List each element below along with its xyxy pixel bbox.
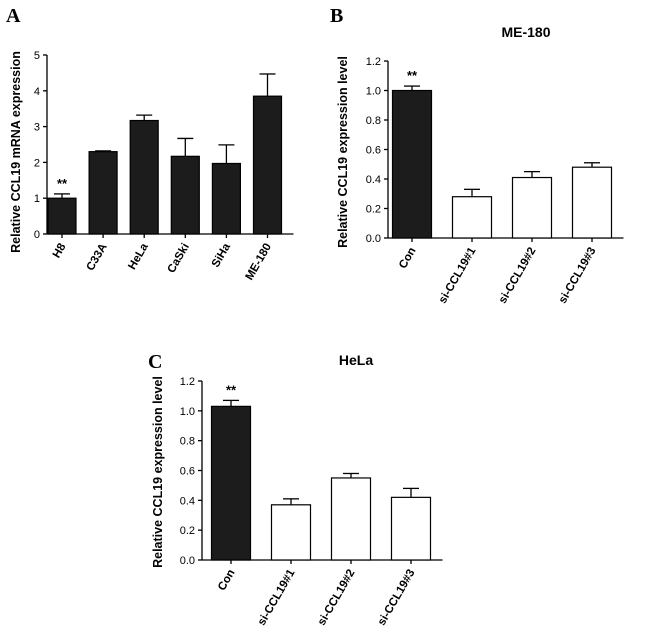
y-tick-label: 0.4 [180,495,195,507]
bar-si-ccl19-1 [451,196,493,239]
y-tick-label: 0.2 [366,204,381,216]
x-tick-label: SiHa [210,241,233,270]
x-tick-label: ME-180 [244,242,275,283]
x-tick-label: si-CCL19#1 [437,245,479,306]
chart-panel-b: ME-180 Relative CCL19 expression level 0.0… [336,24,624,306]
chart-title: HeLa [339,352,373,368]
x-tick-label: C33A [85,242,110,273]
x-tick-label: si-CCL19#3 [376,568,418,628]
y-tick-label: 1.0 [180,406,195,418]
y-tick-label: 0.6 [366,145,381,157]
y-tick-label: 3 [34,122,40,134]
y-axis-label: Relative CCL19 mRNA expression [9,51,23,253]
x-tick-label: H8 [51,241,69,260]
x-tick-label: si-CCL19#1 [256,567,298,628]
bar-si-ccl19-2 [511,176,553,239]
x-tick-label: HeLa [126,241,151,272]
bar-si-ccl19-2 [330,477,372,561]
bar-h8 [47,197,77,235]
y-tick-label: 0.0 [180,555,195,567]
y-tick-label: 1.2 [180,376,195,388]
y-tick-label: 4 [34,86,40,98]
panel-letter-c: C [148,351,162,373]
panel-letter-b: B [330,5,343,27]
bar-me-180 [252,95,283,235]
y-tick-label: 0.0 [366,233,381,245]
x-tick-label: Con [216,568,238,593]
bar-siha [211,162,241,235]
bar-con [391,89,433,239]
chart-panel-a: Relative CCL19 mRNA expression 0 1 2 3 4 5 H8 C3… [9,50,294,282]
y-tick-label: 0.8 [366,115,381,127]
bar-si-ccl19-3 [571,166,613,239]
y-axis-label: Relative CCL19 expression level [151,376,165,568]
y-axis-label: Relative CCL19 expression level [336,56,350,248]
x-tick-label: si-CCL19#2 [497,246,539,306]
significance-marker: ** [57,176,68,191]
significance-marker: ** [226,382,237,397]
bar-si-ccl19-3 [390,496,432,561]
bar-con [210,405,252,561]
panel-letter-a: A [6,5,21,27]
x-tick-label: si-CCL19#3 [557,246,599,306]
y-tick-label: 1.0 [366,86,381,98]
x-tick-label: CaSki [166,242,192,276]
y-tick-label: 0.8 [180,436,195,448]
bar-caski [170,155,200,235]
y-tick-label: 5 [34,50,40,62]
significance-marker: ** [407,68,418,83]
y-tick-label: 0.6 [180,466,195,478]
bar-c33a [88,151,118,235]
bar-si-ccl19-1 [270,504,312,561]
x-tick-label: si-CCL19#2 [316,568,358,628]
y-tick-label: 0 [34,229,40,241]
y-tick-label: 2 [34,157,40,169]
x-tick-label: Con [397,246,419,271]
bar-hela [129,119,159,235]
chart-title: ME-180 [501,24,550,40]
y-tick-label: 1 [34,193,40,205]
y-tick-label: 0.4 [366,174,381,186]
y-tick-label: 1.2 [366,56,381,68]
y-tick-label: 0.2 [180,525,195,537]
chart-panel-c: HeLa Relative CCL19 expression level 0.0 0.… [151,352,443,628]
